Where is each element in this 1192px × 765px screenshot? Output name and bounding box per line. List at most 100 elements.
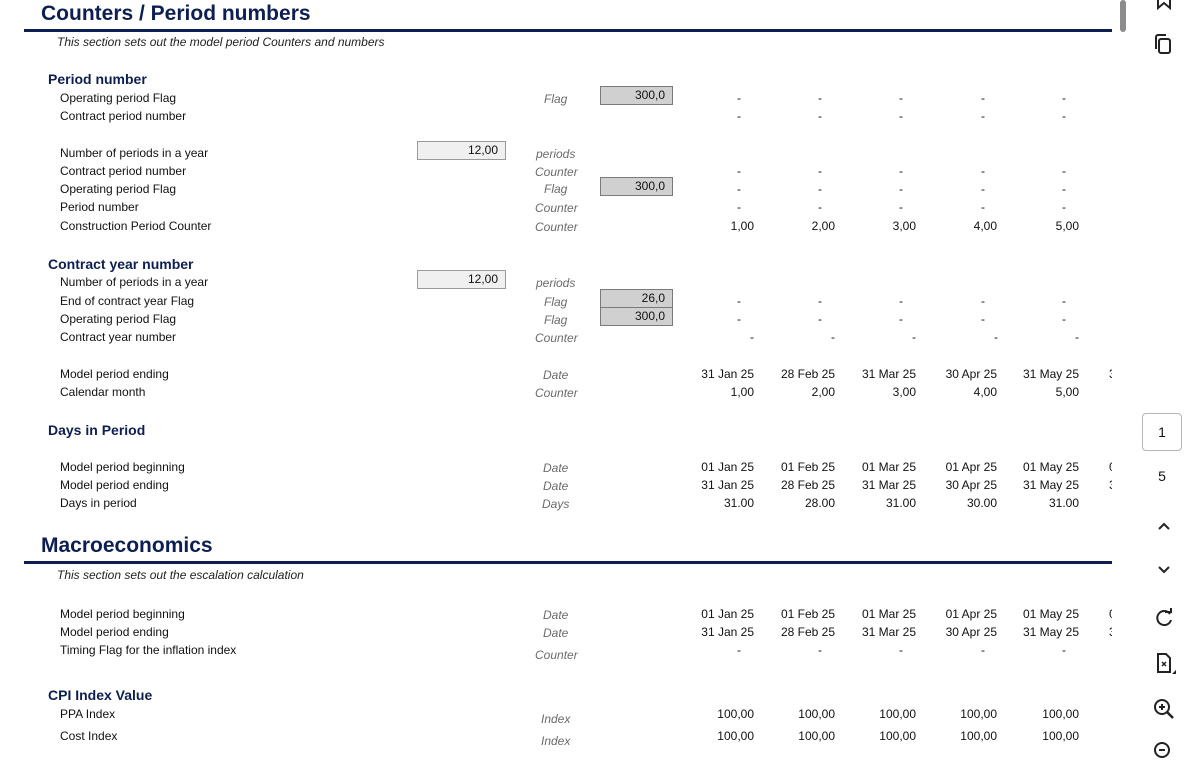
row-value: 31.00 (1048, 496, 1079, 510)
input-cell[interactable]: 300,0 (600, 307, 673, 326)
row-value: - (899, 312, 903, 326)
row-value: 31 Mar 25 (861, 478, 916, 492)
page-fit-icon[interactable] (1151, 650, 1177, 676)
zoom-in-icon[interactable] (1151, 696, 1177, 722)
row-value: - (831, 330, 835, 344)
row-label: Calendar month (60, 385, 146, 399)
chevron-down-icon[interactable] (1151, 557, 1177, 583)
row-value-clipped: 3 (1109, 367, 1112, 381)
row-unit: periods (536, 147, 576, 161)
row-label: Cost Index (60, 729, 118, 743)
row-unit: Flag (544, 182, 568, 196)
row-value: - (994, 330, 998, 344)
row-unit: periods (536, 276, 576, 290)
row-value: 01 Jan 25 (701, 607, 754, 621)
row-value: 31 Mar 25 (861, 625, 916, 639)
input-cell[interactable]: 26,0 (600, 289, 673, 308)
row-value: 28 Feb 25 (780, 367, 835, 381)
row-label: Period number (60, 200, 139, 214)
row-unit: Date (543, 479, 569, 493)
row-value: - (737, 109, 741, 123)
row-label: Model period beginning (60, 460, 185, 474)
row-value: - (1062, 294, 1066, 308)
row-label: Number of periods in a year (60, 275, 209, 289)
row-value: - (750, 330, 754, 344)
subsection-contract-year-number: Contract year number (48, 256, 194, 272)
row-value: - (1075, 330, 1079, 344)
row-value: - (1062, 182, 1066, 196)
row-value: 31 May 25 (1022, 625, 1079, 639)
bookmark-icon[interactable] (1151, 0, 1177, 14)
total-pages: 5 (1158, 468, 1166, 484)
input-cell[interactable]: 12,00 (417, 270, 506, 289)
row-value: 100,00 (1042, 707, 1079, 721)
scrollbar-thumb[interactable] (1120, 0, 1126, 32)
row-unit: Days (542, 497, 570, 511)
row-value: 01 Apr 25 (945, 460, 997, 474)
row-value: 100,00 (798, 729, 835, 743)
row-value: - (981, 200, 985, 214)
row-value: - (737, 294, 741, 308)
row-value: 31 May 25 (1022, 478, 1079, 492)
row-value: 100,00 (960, 729, 997, 743)
row-value-clipped: 0 (1109, 460, 1112, 474)
row-value: - (981, 182, 985, 196)
row-value: 100,00 (879, 729, 916, 743)
row-unit: Counter (535, 386, 578, 400)
row-value: - (818, 294, 822, 308)
row-value: 30 Apr 25 (945, 367, 997, 381)
row-value: - (912, 330, 916, 344)
chevron-up-icon[interactable] (1151, 513, 1177, 539)
current-page-input[interactable]: 1 (1142, 413, 1182, 451)
row-value: 100,00 (717, 707, 754, 721)
row-value: - (981, 109, 985, 123)
row-value: 01 Mar 25 (861, 460, 916, 474)
input-cell[interactable]: 300,0 (600, 177, 673, 196)
row-value: 31 Mar 25 (861, 367, 916, 381)
section-description-macroeconomics: This section sets out the escalation cal… (57, 568, 304, 582)
zoom-out-icon[interactable] (1151, 739, 1177, 765)
section-title-macroeconomics: Macroeconomics (41, 534, 213, 557)
row-value: 31.00 (885, 496, 916, 510)
row-unit: Counter (535, 331, 578, 345)
row-label: Model period ending (60, 367, 169, 381)
row-value: - (737, 91, 741, 105)
row-value: 28 Feb 25 (780, 478, 835, 492)
row-label: Model period beginning (60, 607, 185, 621)
row-value: - (737, 312, 741, 326)
row-unit: Flag (544, 92, 568, 106)
row-label: Timing Flag for the inflation index (60, 643, 237, 657)
viewer-toolbar (1134, 0, 1192, 755)
row-value: 01 Feb 25 (780, 607, 835, 621)
row-value-clipped: 0 (1109, 607, 1112, 621)
input-cell[interactable]: 300,0 (600, 86, 673, 105)
row-value: - (981, 294, 985, 308)
row-value: 31 Jan 25 (701, 367, 754, 381)
row-value: - (737, 200, 741, 214)
input-cell[interactable]: 12,00 (417, 141, 506, 160)
row-value: - (899, 182, 903, 196)
row-value: - (981, 312, 985, 326)
row-value: 30 Apr 25 (945, 625, 997, 639)
copy-icon[interactable] (1151, 32, 1177, 58)
row-label: Operating period Flag (60, 91, 177, 105)
row-unit: Date (543, 461, 569, 475)
subsection-cpi-index-value: CPI Index Value (48, 687, 153, 703)
row-value: 01 Jan 25 (701, 460, 754, 474)
row-value: 01 May 25 (1022, 460, 1079, 474)
row-value: - (981, 164, 985, 178)
row-value: - (737, 643, 741, 657)
section-divider (24, 29, 1112, 32)
row-value: - (899, 164, 903, 178)
row-value-clipped: 3 (1109, 625, 1112, 639)
row-label: End of contract year Flag (60, 294, 195, 308)
row-value: 4,00 (973, 385, 997, 399)
row-value: 3,00 (892, 385, 916, 399)
row-value: 100,00 (717, 729, 754, 743)
row-value: 30 Apr 25 (945, 478, 997, 492)
section-divider (24, 561, 1112, 564)
row-value: - (1062, 643, 1066, 657)
vertical-scrollbar[interactable] (1112, 0, 1134, 755)
row-value: 31 Jan 25 (701, 625, 754, 639)
rotate-icon[interactable] (1151, 605, 1177, 631)
